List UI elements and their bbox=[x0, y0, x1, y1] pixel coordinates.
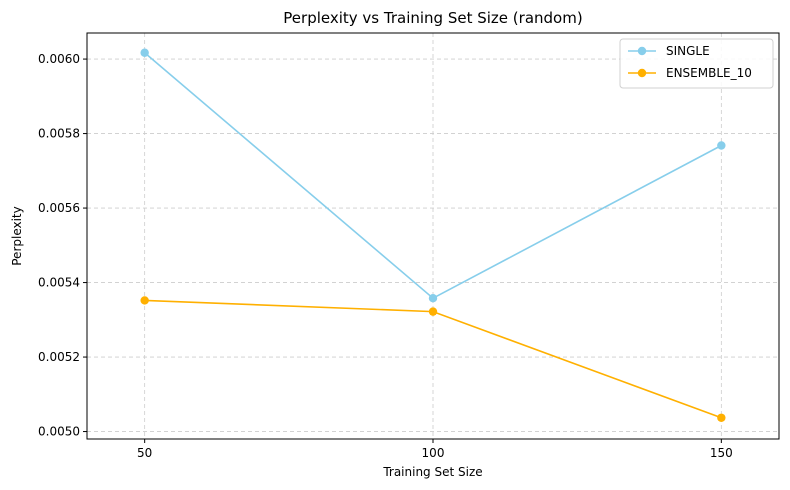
grid bbox=[87, 33, 779, 439]
data-point-ensemble-10 bbox=[717, 413, 726, 422]
data-point-single bbox=[717, 141, 726, 150]
legend-marker-single bbox=[637, 46, 647, 56]
x-axis-label: Training Set Size bbox=[382, 465, 482, 479]
legend-box bbox=[619, 38, 774, 89]
legend-marker-ensemble-10 bbox=[637, 68, 647, 78]
legend-label-ensemble-10: ENSEMBLE_10 bbox=[666, 66, 752, 80]
y-axis: 0.0050 0.0052 0.0054 0.0056 0.0058 0.0060 bbox=[38, 52, 87, 439]
data-point-ensemble-10 bbox=[428, 307, 438, 316]
y-tick-label: 0.0058 bbox=[38, 127, 80, 141]
series-layer bbox=[140, 48, 726, 422]
y-tick-label: 0.0054 bbox=[38, 276, 80, 290]
data-point-single bbox=[428, 294, 438, 303]
x-axis: 50 100 150 bbox=[137, 439, 733, 460]
legend: SINGLE ENSEMBLE_10 bbox=[619, 38, 774, 89]
y-tick-label: 0.0056 bbox=[38, 201, 80, 215]
data-point-single bbox=[140, 48, 149, 57]
x-tick-label: 100 bbox=[422, 446, 445, 460]
y-tick-label: 0.0060 bbox=[38, 52, 80, 66]
y-tick-label: 0.0050 bbox=[38, 425, 80, 439]
x-tick-label: 50 bbox=[137, 446, 152, 460]
x-tick-label: 150 bbox=[710, 446, 733, 460]
y-axis-label: Perplexity bbox=[10, 206, 24, 266]
legend-label-single: SINGLE bbox=[666, 44, 710, 58]
y-tick-label: 0.0052 bbox=[38, 350, 80, 364]
chart-title: Perplexity vs Training Set Size (random) bbox=[283, 9, 582, 27]
data-point-ensemble-10 bbox=[140, 296, 149, 305]
